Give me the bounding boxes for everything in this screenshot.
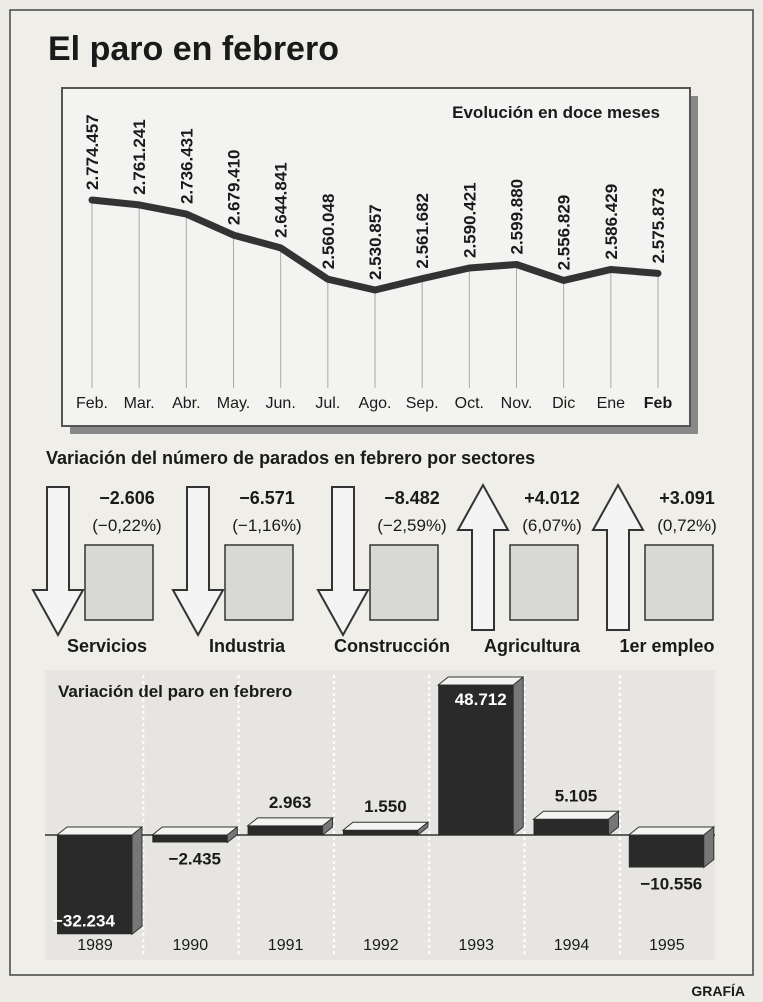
x-tick-label: Jul. [315,395,340,412]
x-tick-label: Abr. [172,395,200,412]
value-label: 5.105 [555,786,598,805]
value-label: 2.556.829 [555,195,574,271]
bar [534,819,609,835]
value-label: 2.561.682 [413,193,432,269]
x-tick-label: May. [217,395,250,412]
x-tick-label: Jun. [266,395,296,412]
percent-label: (−1,16%) [232,516,301,535]
percent-label: (−2,59%) [377,516,446,535]
bar-title: Variación del paro en febrero [58,682,292,701]
bar-top [152,827,237,835]
bar-top [343,822,428,830]
sector-title: Variación del número de parados en febre… [46,448,535,468]
value-label: −32.234 [53,911,115,930]
category-label: 1er empleo [619,636,714,656]
bar [629,835,704,868]
value-label: 2.599.880 [508,179,527,255]
x-tick-label: Oct. [455,395,484,412]
value-label: 2.586.429 [602,184,621,260]
x-tick-label: 1992 [363,937,399,954]
bar-top [534,811,619,819]
main-title: El paro en febrero [48,30,339,68]
x-tick-label: 1990 [173,937,209,954]
x-tick-label: 1995 [649,937,685,954]
x-tick-label: Feb [644,395,673,412]
value-label: 1.550 [364,797,407,816]
x-tick-label: 1994 [554,937,590,954]
infographic: El paro en febrero Evolución en doce mes… [0,0,763,1002]
value-label: 2.644.841 [272,162,291,238]
value-label: −2.435 [169,849,221,868]
bar-top [438,677,523,685]
value-label: 2.575.873 [649,188,668,264]
sector-icon [225,545,293,620]
sector-icon [645,545,713,620]
category-label: Agricultura [484,636,581,656]
x-tick-label: 1993 [458,937,494,954]
x-tick-label: Dic [552,395,575,412]
x-tick-label: Feb. [76,395,108,412]
x-tick-label: 1989 [77,937,113,954]
percent-label: (0,72%) [657,516,717,535]
value-label: 2.963 [269,793,312,812]
x-tick-label: Ago. [359,395,392,412]
percent-label: (−0,22%) [92,516,161,535]
value-label: 2.560.048 [319,194,338,270]
category-label: Industria [209,636,286,656]
bar-top [57,827,142,835]
value-label: 2.679.410 [225,149,244,225]
bar [248,826,323,835]
sector-icon [510,545,578,620]
value-label: +3.091 [659,488,715,508]
percent-label: (6,07%) [522,516,582,535]
category-label: Construcción [334,636,450,656]
x-tick-label: Sep. [406,395,439,412]
value-label: −6.571 [239,488,295,508]
value-label: +4.012 [524,488,580,508]
category-label: Servicios [67,636,147,656]
value-label: 2.774.457 [83,114,102,190]
value-label: 2.761.241 [130,119,149,195]
bar [152,835,227,842]
value-label: −10.556 [640,875,702,894]
line-title: Evolución en doce meses [452,103,660,122]
bar-top [629,827,714,835]
x-tick-label: Nov. [501,395,533,412]
bar-side [513,677,523,835]
sector-icon [85,545,153,620]
value-label: 48.712 [455,690,507,709]
value-label: 2.590.421 [460,182,479,258]
bar [343,830,418,835]
sector-icon [370,545,438,620]
bar-top [248,818,333,826]
credit: GRAFÍA [691,983,745,999]
x-tick-label: 1991 [268,937,304,954]
bar-side [132,827,142,934]
value-label: 2.530.857 [366,204,385,280]
value-label: 2.736.431 [177,128,196,204]
x-tick-label: Ene [597,395,626,412]
value-label: −2.606 [99,488,155,508]
value-label: −8.482 [384,488,440,508]
x-tick-label: Mar. [124,395,155,412]
